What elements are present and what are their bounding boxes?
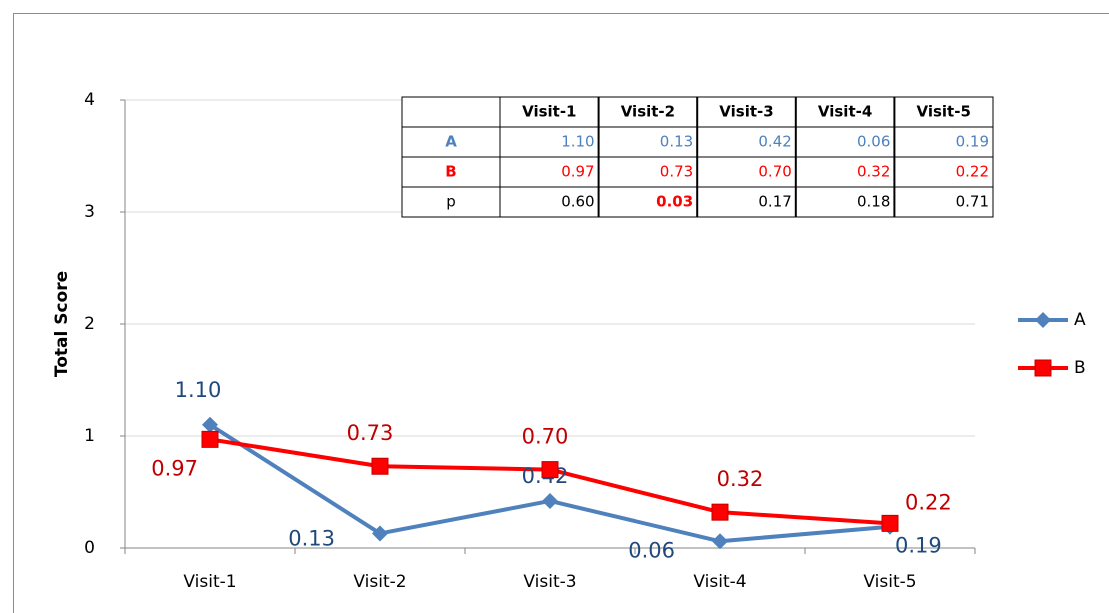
table-cell: 0.97 xyxy=(561,163,594,181)
table-cell: 0.71 xyxy=(956,193,989,211)
table-header: Visit-1 xyxy=(522,103,576,121)
data-label: 0.22 xyxy=(905,490,952,514)
table-row-label: A xyxy=(445,133,457,151)
y-axis-label: Total Score xyxy=(52,271,72,377)
data-label: 1.10 xyxy=(175,378,222,402)
table-header: Visit-2 xyxy=(621,103,675,121)
y-tick-label: 0 xyxy=(84,538,95,558)
marker xyxy=(712,533,728,550)
x-tick-label: Visit-4 xyxy=(693,572,746,592)
data-label: 0.13 xyxy=(288,526,335,550)
y-tick-label: 2 xyxy=(84,314,95,334)
table-header: Visit-4 xyxy=(818,103,872,121)
marker xyxy=(372,525,388,542)
legend-marker xyxy=(1035,312,1051,328)
x-tick-label: Visit-2 xyxy=(353,572,406,592)
y-tick-label: 1 xyxy=(84,426,95,446)
x-tick-label: Visit-3 xyxy=(523,572,576,592)
table-cell: 0.70 xyxy=(758,163,791,181)
data-label: 0.70 xyxy=(522,425,569,449)
table-cell: 1.10 xyxy=(561,133,594,151)
table-cell: 0.73 xyxy=(660,163,693,181)
table-cell: 0.60 xyxy=(561,193,594,211)
legend-label: A xyxy=(1074,310,1086,330)
y-tick-label: 3 xyxy=(84,202,95,222)
data-label: 0.97 xyxy=(151,456,198,480)
table-cell: 0.32 xyxy=(857,163,890,181)
data-label: 0.73 xyxy=(347,421,394,445)
table-cell: 0.13 xyxy=(660,133,693,151)
table-cell: 0.19 xyxy=(956,133,989,151)
table-cell: 0.22 xyxy=(956,163,989,181)
table-cell: 0.18 xyxy=(857,193,890,211)
table-header: Visit-3 xyxy=(719,103,773,121)
x-tick-label: Visit-1 xyxy=(183,572,236,592)
legend-marker xyxy=(1034,359,1052,377)
table-row-label: p xyxy=(446,193,456,211)
table-cell: 0.03 xyxy=(656,193,693,211)
marker xyxy=(711,503,729,521)
marker xyxy=(202,416,218,433)
data-label: 0.32 xyxy=(717,467,764,491)
table-cell: 0.42 xyxy=(758,133,791,151)
table-cell: 0.17 xyxy=(758,193,791,211)
legend-label: B xyxy=(1074,358,1086,378)
data-label: 0.19 xyxy=(895,534,942,558)
data-label: 0.06 xyxy=(628,538,675,562)
marker xyxy=(542,492,558,509)
y-tick-label: 4 xyxy=(84,90,95,110)
marker xyxy=(541,461,559,479)
marker xyxy=(201,430,219,448)
x-tick-label: Visit-5 xyxy=(863,572,916,592)
table-header: Visit-5 xyxy=(917,103,971,121)
marker xyxy=(371,457,389,475)
table-cell: 0.06 xyxy=(857,133,890,151)
marker xyxy=(881,514,899,532)
table-row-label: B xyxy=(445,163,456,181)
